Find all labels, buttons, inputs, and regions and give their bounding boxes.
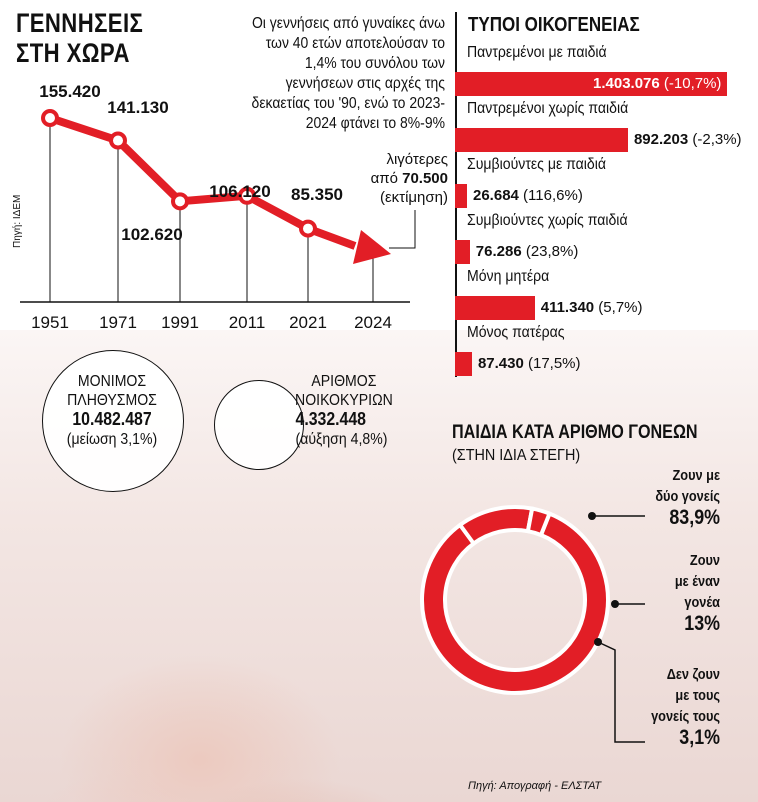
seg2-line3: γονέα <box>684 594 720 611</box>
births-point <box>238 186 256 205</box>
donut-leader-line <box>597 641 645 743</box>
children-subtitle: (ΣΤΗΝ ΙΔΙΑ ΣΤΕΓΗ) <box>452 447 581 464</box>
family-type-value: 87.430 (17,5%) <box>477 355 581 372</box>
family-type-label: Μόνη μητέρα <box>467 268 550 285</box>
births-point <box>171 192 189 211</box>
donut-slice <box>525 506 553 538</box>
family-type-value: 892.203 (-2,3%) <box>633 131 742 148</box>
donut-leader-dot <box>588 512 596 520</box>
estimate-line1: λιγότερες <box>386 151 448 168</box>
households-label2: ΝΟΙΚΟΚΥΡΙΩΝ <box>295 392 393 409</box>
births-data-label: 141.130 <box>107 98 168 117</box>
family-type-value: 1.403.076 (-10,7%) <box>593 75 722 92</box>
seg1-label: Ζουν με δύο γονείς 83,9% <box>610 465 720 529</box>
estimate-connector <box>389 210 416 249</box>
family-type-value: 76.286 (23,8%) <box>475 243 579 260</box>
seg1-line1: Ζουν με <box>672 467 720 484</box>
seg3-line2: με τους <box>675 687 720 704</box>
births-estimate-note: λιγότερες από 70.500 (εκτίμηση) <box>356 150 448 207</box>
births-arrowhead <box>353 230 391 264</box>
family-type-label: Παντρεμένοι με παιδιά <box>467 44 607 61</box>
births-x-tick-label: 2011 <box>229 313 266 332</box>
family-type-value: 26.684 (116,6%) <box>473 187 583 204</box>
births-point <box>109 131 127 150</box>
population-value: 10.482.487 <box>72 409 152 429</box>
births-title-line1: ΓΕΝΝΗΣΕΙΣ <box>16 8 144 38</box>
births-x-tick-label: 1951 <box>31 313 69 332</box>
children-donut-chart <box>420 505 645 743</box>
children-source: Πηγή: Απογραφή - ΕΛΣΤΑΤ <box>468 780 602 792</box>
donut-slice <box>457 505 535 547</box>
population-label1: ΜΟΝΙΜΟΣ <box>77 373 147 390</box>
donut-leader-dot <box>594 638 602 646</box>
families-title: ΤΥΠΟΙ ΟΙΚΟΓΕΝΕΙΑΣ <box>468 14 640 36</box>
households-value: 4.332.448 <box>295 409 366 429</box>
donut-leader-dot <box>611 600 619 608</box>
children-title: ΠΑΙΔΙΑ ΚΑΤΑ ΑΡΙΘΜΟ ΓΟΝΕΩΝ <box>452 422 698 443</box>
family-type-label: Μόνος πατέρας <box>467 324 565 341</box>
population-block: ΜΟΝΙΜΟΣ ΠΛΗΘΥΣΜΟΣ 10.482.487 (μείωση 3,1… <box>45 372 179 449</box>
births-data-label: 102.620 <box>121 225 182 244</box>
seg1-pct: 83,9% <box>669 506 720 529</box>
population-label2: ΠΛΗΘΥΣΜΟΣ <box>67 392 157 409</box>
family-type-bar <box>455 352 472 376</box>
births-point <box>299 219 317 238</box>
seg3-label: Δεν ζουν με τους γονείς τους 3,1% <box>610 664 720 749</box>
family-type-label: Συμβιούντες χωρίς παιδιά <box>467 212 628 229</box>
births-title-line2: ΣΤΗ ΧΩΡΑ <box>16 38 130 68</box>
births-x-tick-label: 2021 <box>289 313 327 332</box>
seg2-line1: Ζουν <box>689 552 720 569</box>
births-title: ΓΕΝΝΗΣΕΙΣ ΣΤΗ ΧΩΡΑ <box>16 8 143 68</box>
births-data-label: 106.120 <box>209 182 270 201</box>
births-x-tick-label: 1971 <box>99 313 137 332</box>
births-line-chart: 1951 1971 1991 2011 2021 2024 155.420 141.130 10… <box>20 82 416 332</box>
family-type-label: Συμβιούντες με παιδιά <box>467 156 607 173</box>
births-data-label: 85.350 <box>291 185 343 204</box>
births-intro-text: Οι γεννήσεις από γυναίκες άνω των 40 ετώ… <box>251 15 445 132</box>
seg2-line2: με έναν <box>674 573 720 590</box>
seg3-pct: 3,1% <box>679 726 720 749</box>
family-type-bar <box>455 240 470 264</box>
births-x-tick-label: 1991 <box>161 313 199 332</box>
births-point <box>41 109 59 127</box>
family-type-bar <box>455 72 727 96</box>
donut-slice <box>420 511 610 695</box>
births-data-label: 155.420 <box>39 82 100 101</box>
seg2-pct: 13% <box>684 612 720 635</box>
population-change: (μείωση 3,1%) <box>66 431 158 448</box>
households-block: ΑΡΙΘΜΟΣ ΝΟΙΚΟΚΥΡΙΩΝ 4.332.448 (αύξηση 4,… <box>292 372 396 449</box>
seg1-line2: δύο γονείς <box>655 488 720 505</box>
family-type-bar <box>455 296 535 320</box>
family-type-bar <box>455 184 467 208</box>
family-type-value: 411.340 (5,7%) <box>540 299 643 316</box>
seg3-line3: γονείς τους <box>651 708 720 725</box>
births-x-tick-label: 2024 <box>354 313 392 332</box>
family-type-label: Παντρεμένοι χωρίς παιδιά <box>467 100 629 117</box>
estimate-line3: (εκτίμηση) <box>379 189 448 206</box>
estimate-prefix: από <box>370 170 398 187</box>
family-type-bar <box>455 128 628 152</box>
population-circle <box>42 350 184 492</box>
households-circle <box>214 380 304 470</box>
households-label1: ΑΡΙΘΜΟΣ <box>311 373 377 390</box>
estimate-value: 70.500 <box>402 170 448 187</box>
households-change: (αύξηση 4,8%) <box>295 431 388 448</box>
seg3-line1: Δεν ζουν <box>666 666 720 683</box>
seg2-label: Ζουν με έναν γονέα 13% <box>610 550 720 635</box>
